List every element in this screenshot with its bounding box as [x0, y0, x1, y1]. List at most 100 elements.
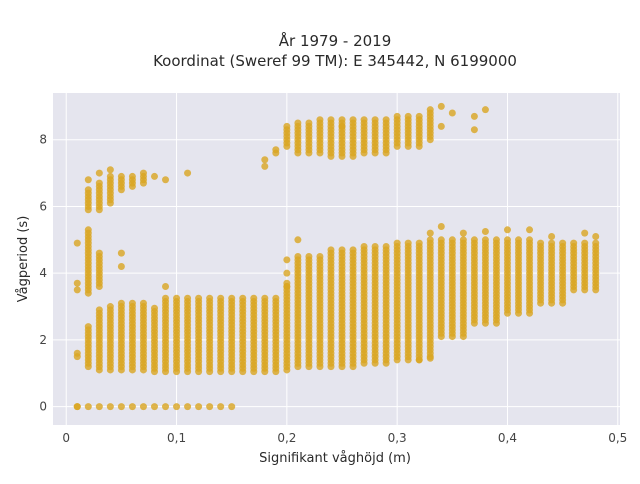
data-point	[184, 169, 192, 177]
data-point	[305, 119, 313, 127]
data-point	[228, 403, 236, 411]
data-point	[393, 239, 401, 247]
data-point	[327, 246, 335, 254]
data-point	[481, 227, 489, 235]
data-point	[382, 242, 390, 250]
data-point	[106, 403, 114, 411]
data-point	[73, 349, 81, 357]
data-point	[261, 156, 269, 164]
data-point	[184, 294, 192, 302]
data-point	[371, 242, 379, 250]
data-point	[515, 236, 523, 244]
data-point	[206, 294, 214, 302]
data-point	[95, 306, 103, 314]
data-point	[526, 226, 534, 234]
data-point	[426, 354, 434, 362]
data-point	[404, 239, 412, 247]
data-point	[117, 403, 125, 411]
y-tick-label: 8	[39, 133, 47, 147]
data-point	[162, 294, 170, 302]
data-point	[470, 112, 478, 120]
data-point	[73, 239, 81, 247]
data-point	[382, 116, 390, 124]
data-point	[492, 236, 500, 244]
data-point	[294, 119, 302, 127]
data-point	[349, 246, 357, 254]
data-point	[360, 116, 368, 124]
y-tick-label: 6	[39, 199, 47, 213]
data-point	[283, 283, 291, 291]
data-point	[173, 403, 181, 411]
data-point	[117, 299, 125, 307]
x-tick-label: 0,1	[167, 431, 186, 445]
y-tick-label: 2	[39, 333, 47, 347]
data-point	[95, 403, 103, 411]
data-point	[117, 263, 125, 271]
data-point	[128, 403, 136, 411]
data-point	[415, 239, 423, 247]
y-tick-label: 4	[39, 266, 47, 280]
y-tick-label: 0	[39, 400, 47, 414]
data-point	[195, 294, 203, 302]
data-point	[316, 253, 324, 260]
data-point	[162, 403, 170, 411]
data-point	[139, 169, 147, 177]
data-point	[581, 239, 589, 247]
data-point	[139, 403, 147, 411]
data-point	[173, 294, 181, 302]
x-axis-title: Signifikant våghöjd (m)	[259, 451, 411, 466]
data-point	[437, 102, 445, 110]
data-point	[426, 236, 434, 244]
data-point	[305, 253, 313, 260]
data-point	[338, 246, 346, 254]
data-point	[283, 256, 291, 264]
data-point	[371, 116, 379, 124]
data-point	[162, 283, 170, 291]
data-point	[84, 226, 92, 234]
data-point	[415, 112, 423, 120]
x-tick-label: 0,4	[498, 431, 517, 445]
data-point	[481, 236, 489, 244]
data-point	[84, 403, 92, 411]
data-point	[592, 239, 600, 247]
data-point	[459, 229, 467, 237]
data-point	[426, 106, 434, 114]
x-tick-label: 0,2	[277, 431, 296, 445]
data-point	[548, 232, 556, 240]
data-point	[106, 166, 114, 174]
data-point	[393, 112, 401, 120]
data-point	[95, 179, 103, 187]
data-point	[481, 106, 489, 114]
data-point	[73, 403, 81, 411]
data-point	[415, 356, 423, 364]
data-point	[106, 172, 114, 180]
data-point	[117, 172, 125, 180]
data-point	[316, 116, 324, 124]
data-point	[261, 294, 269, 302]
data-point	[73, 279, 81, 287]
data-point	[206, 403, 214, 411]
data-point	[128, 172, 136, 180]
data-point	[283, 269, 291, 277]
chart-title-line-1: År 1979 - 2019	[279, 31, 392, 50]
data-point	[150, 172, 158, 180]
data-point	[470, 126, 478, 134]
data-point	[106, 303, 114, 311]
data-point	[150, 304, 158, 312]
data-point	[349, 116, 357, 124]
data-point	[84, 186, 92, 194]
data-point	[184, 403, 192, 411]
data-point	[470, 236, 478, 244]
data-point	[448, 236, 456, 244]
data-point	[84, 176, 92, 184]
x-axis-ticks: 0 0,1 0,2 0,3 0,4 0,5	[62, 431, 627, 445]
data-point	[128, 299, 136, 307]
data-point	[537, 239, 545, 247]
data-points	[73, 102, 600, 411]
data-point	[448, 109, 456, 117]
data-point	[261, 162, 269, 170]
data-point	[559, 239, 567, 247]
x-tick-label: 0,3	[388, 431, 407, 445]
data-point	[239, 294, 247, 302]
